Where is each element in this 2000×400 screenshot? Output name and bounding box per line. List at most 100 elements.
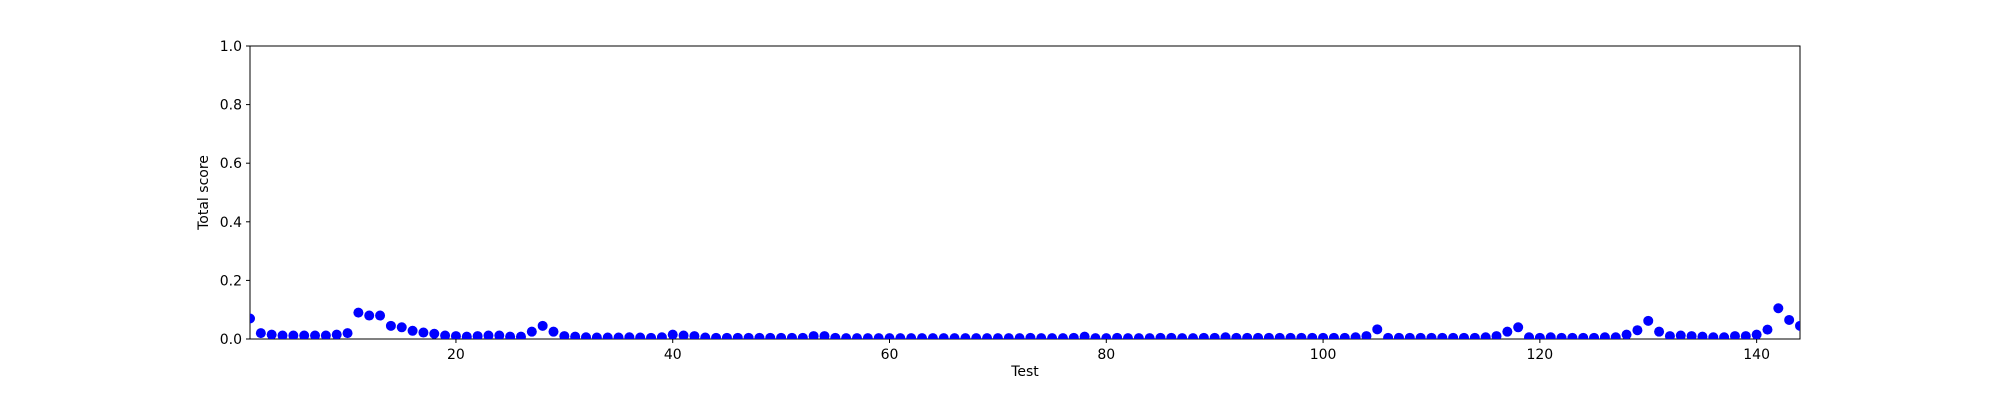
- point: [819, 331, 830, 339]
- point: [1567, 332, 1578, 339]
- point: [797, 332, 808, 339]
- point: [1231, 332, 1242, 339]
- point: [656, 332, 667, 339]
- point: [581, 332, 592, 339]
- point: [591, 332, 602, 339]
- point: [1361, 331, 1372, 339]
- point: [1122, 333, 1133, 339]
- point: [505, 331, 516, 339]
- point: [1393, 332, 1404, 339]
- x-tick-label: 20: [447, 347, 465, 363]
- y-tick-label: 0.4: [220, 215, 242, 231]
- point: [277, 330, 288, 339]
- point: [1697, 331, 1708, 339]
- point: [559, 331, 570, 339]
- point: [1307, 332, 1318, 339]
- point: [646, 332, 657, 339]
- point: [841, 333, 852, 339]
- point: [1448, 332, 1459, 339]
- point: [732, 332, 743, 339]
- point: [1632, 325, 1643, 336]
- point: [570, 331, 581, 339]
- point: [1654, 326, 1665, 337]
- x-tick-label: 120: [1526, 347, 1553, 363]
- point: [418, 327, 429, 338]
- point: [1177, 333, 1188, 339]
- point: [1610, 332, 1621, 339]
- y-tick-label: 1.0: [220, 39, 242, 55]
- x-axis-label: Test: [1010, 364, 1039, 380]
- point: [754, 332, 765, 339]
- point: [288, 330, 299, 339]
- point: [1545, 332, 1556, 339]
- point: [1751, 329, 1762, 339]
- point: [1784, 314, 1795, 325]
- point: [971, 333, 982, 339]
- point: [927, 333, 938, 339]
- point: [602, 332, 613, 339]
- point: [407, 325, 418, 336]
- point: [1101, 333, 1112, 339]
- point: [515, 331, 526, 339]
- point: [776, 332, 787, 339]
- point: [1209, 332, 1220, 339]
- point: [1719, 332, 1730, 339]
- point: [938, 333, 949, 339]
- point: [765, 332, 776, 339]
- point: [786, 332, 797, 339]
- point: [1404, 332, 1415, 339]
- point: [375, 310, 386, 321]
- point: [1469, 332, 1480, 339]
- point: [700, 332, 711, 339]
- point: [1133, 333, 1144, 339]
- y-tick-label: 0.8: [220, 98, 242, 114]
- point: [1773, 303, 1784, 314]
- point: [1079, 331, 1090, 339]
- point: [1068, 332, 1079, 339]
- point: [299, 330, 310, 339]
- y-axis-label: Total score: [196, 155, 212, 231]
- point: [1057, 333, 1068, 339]
- point: [396, 322, 407, 333]
- x-tick-label: 100: [1310, 347, 1337, 363]
- point: [537, 320, 548, 331]
- points: [250, 303, 1800, 339]
- point: [1740, 331, 1751, 339]
- point: [1328, 332, 1339, 339]
- point: [1350, 332, 1361, 339]
- point: [830, 332, 841, 339]
- point: [385, 320, 396, 331]
- point: [1036, 333, 1047, 339]
- point: [1491, 331, 1502, 339]
- point: [949, 333, 960, 339]
- point: [1025, 332, 1036, 339]
- x-tick-label: 80: [1097, 347, 1115, 363]
- point: [1155, 332, 1166, 339]
- point: [667, 329, 678, 339]
- point: [1253, 332, 1264, 339]
- point: [1729, 331, 1740, 339]
- point: [526, 326, 537, 337]
- point: [721, 332, 732, 339]
- y-tick-label: 0.6: [220, 156, 242, 172]
- point: [1220, 332, 1231, 339]
- point: [895, 333, 906, 339]
- point: [353, 307, 364, 318]
- x-tick-label: 140: [1743, 347, 1770, 363]
- point: [461, 331, 472, 339]
- point: [1621, 329, 1632, 339]
- point: [472, 331, 483, 339]
- point: [548, 326, 559, 337]
- point: [917, 333, 928, 339]
- plot-frame: [249, 45, 1801, 340]
- point: [1188, 333, 1199, 339]
- point: [862, 333, 873, 339]
- point: [331, 329, 342, 339]
- point: [320, 330, 331, 339]
- x-tick-label: 40: [664, 347, 682, 363]
- point: [1513, 322, 1524, 333]
- point: [613, 332, 624, 339]
- point: [884, 333, 895, 339]
- point: [1426, 332, 1437, 339]
